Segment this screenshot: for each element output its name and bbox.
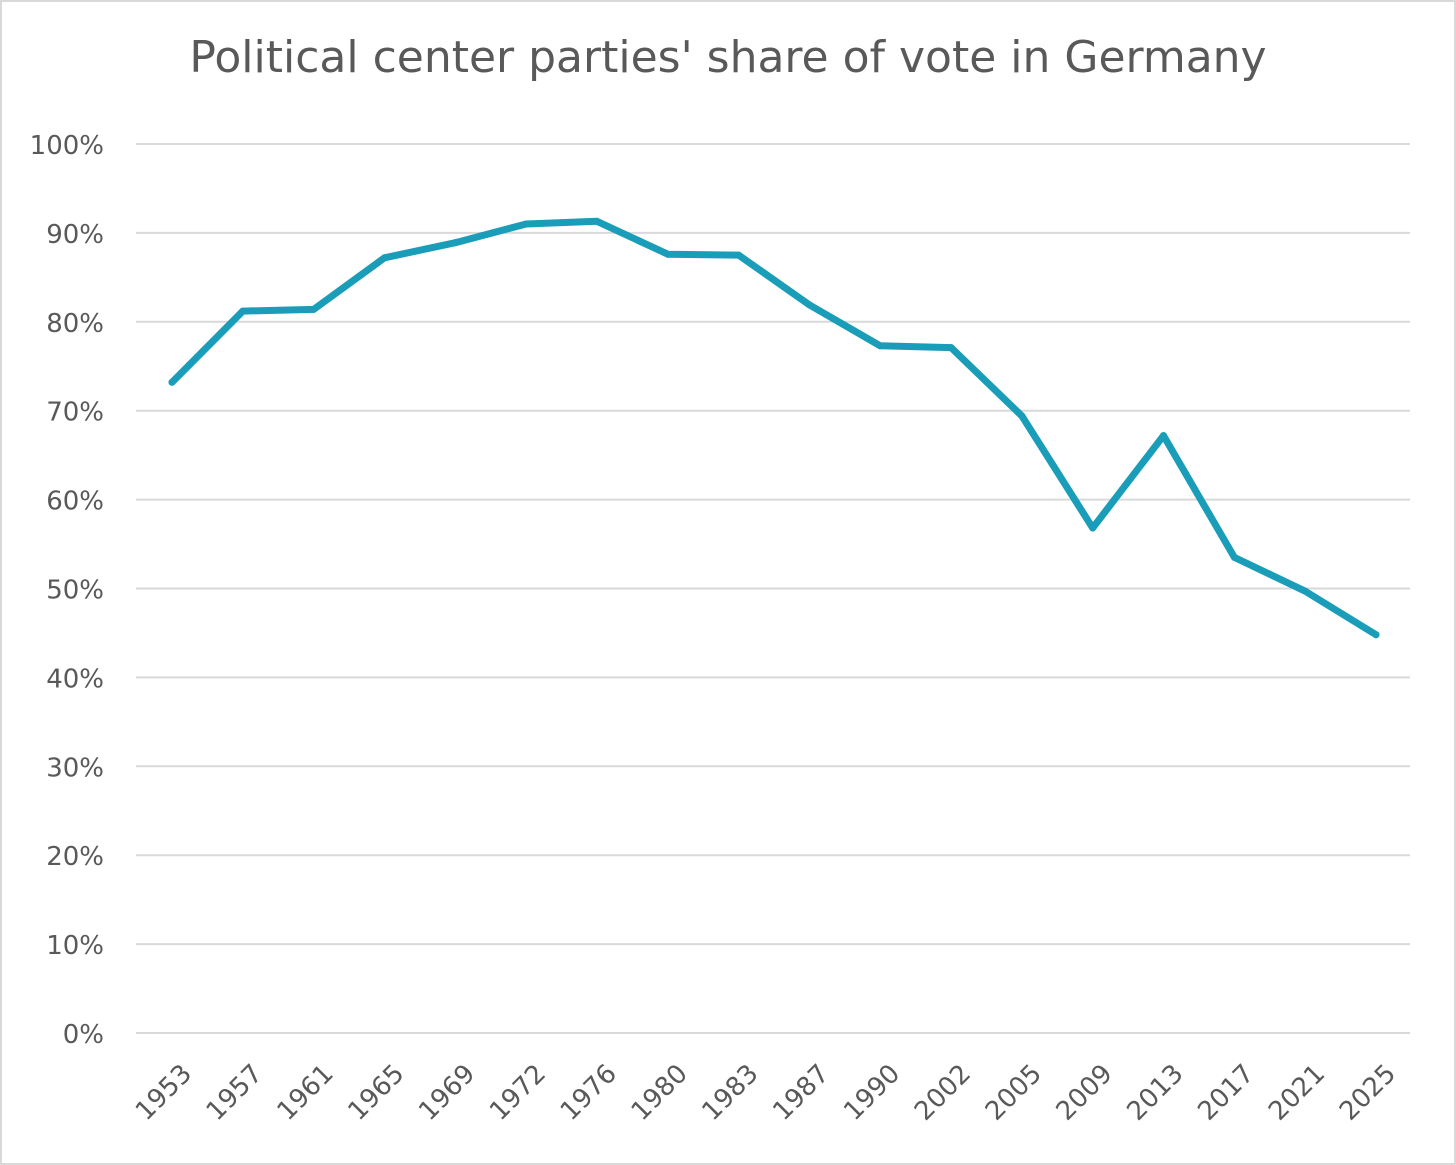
y-tick-label: 30% [46, 753, 104, 783]
data-point [239, 307, 247, 315]
data-point [451, 239, 459, 247]
data-point [1301, 587, 1309, 595]
data-point [947, 344, 955, 352]
x-tick-label: 2013 [1121, 1059, 1189, 1127]
x-tick-label: 2017 [1192, 1059, 1260, 1127]
x-tick-label: 2005 [980, 1059, 1048, 1127]
data-point [735, 251, 743, 259]
y-tick-label: 0% [63, 1020, 104, 1050]
x-tick-label: 1980 [626, 1059, 694, 1127]
x-tick-label: 1969 [413, 1059, 481, 1127]
x-tick-label: 1953 [130, 1059, 198, 1127]
x-tick-label: 1972 [484, 1059, 552, 1127]
x-tick-label: 2009 [1051, 1059, 1119, 1127]
x-tick-label: 1957 [201, 1059, 269, 1127]
data-point [380, 254, 388, 262]
data-point [1089, 524, 1097, 532]
y-tick-label: 50% [46, 576, 104, 606]
x-tick-label: 2002 [909, 1059, 977, 1127]
y-tick-label: 80% [46, 309, 104, 339]
data-point [1372, 631, 1380, 639]
chart-title: Political center parties' share of vote … [189, 32, 1267, 83]
data-point [1230, 553, 1238, 561]
x-tick-label: 2025 [1334, 1059, 1402, 1127]
series-layer [168, 217, 1380, 639]
y-tick-label: 10% [46, 931, 104, 961]
data-point [805, 301, 813, 309]
y-tick-label: 100% [30, 131, 104, 161]
data-point [664, 250, 672, 258]
x-tick-label: 1965 [342, 1059, 410, 1127]
x-tick-label: 1976 [555, 1059, 623, 1127]
data-point [522, 220, 530, 228]
y-tick-label: 60% [46, 487, 104, 517]
y-tick-label: 40% [46, 664, 104, 694]
data-point [593, 217, 601, 225]
data-point [1160, 432, 1168, 440]
data-point [310, 305, 318, 313]
x-tick-label: 1961 [272, 1059, 340, 1127]
x-tick-label: 1990 [838, 1059, 906, 1127]
x-axis-ticks: 1953 1957 1961 1965 1969 1972 1976 1980 1983 1987… [130, 1059, 1402, 1127]
data-point [1018, 412, 1026, 420]
gridlines [136, 143, 1410, 1034]
data-point [876, 342, 884, 350]
x-tick-label: 1987 [767, 1059, 835, 1127]
y-tick-label: 70% [46, 398, 104, 428]
y-tick-label: 20% [46, 842, 104, 872]
data-point [168, 378, 176, 386]
y-tick-label: 90% [46, 220, 104, 250]
x-tick-label: 1983 [697, 1059, 765, 1127]
y-axis-ticks: 0% 10% 20% 30% 40% 50% 60% 70% 80% 90% 100% [30, 131, 104, 1050]
x-tick-label: 2021 [1263, 1059, 1331, 1127]
series-line [168, 217, 1380, 639]
